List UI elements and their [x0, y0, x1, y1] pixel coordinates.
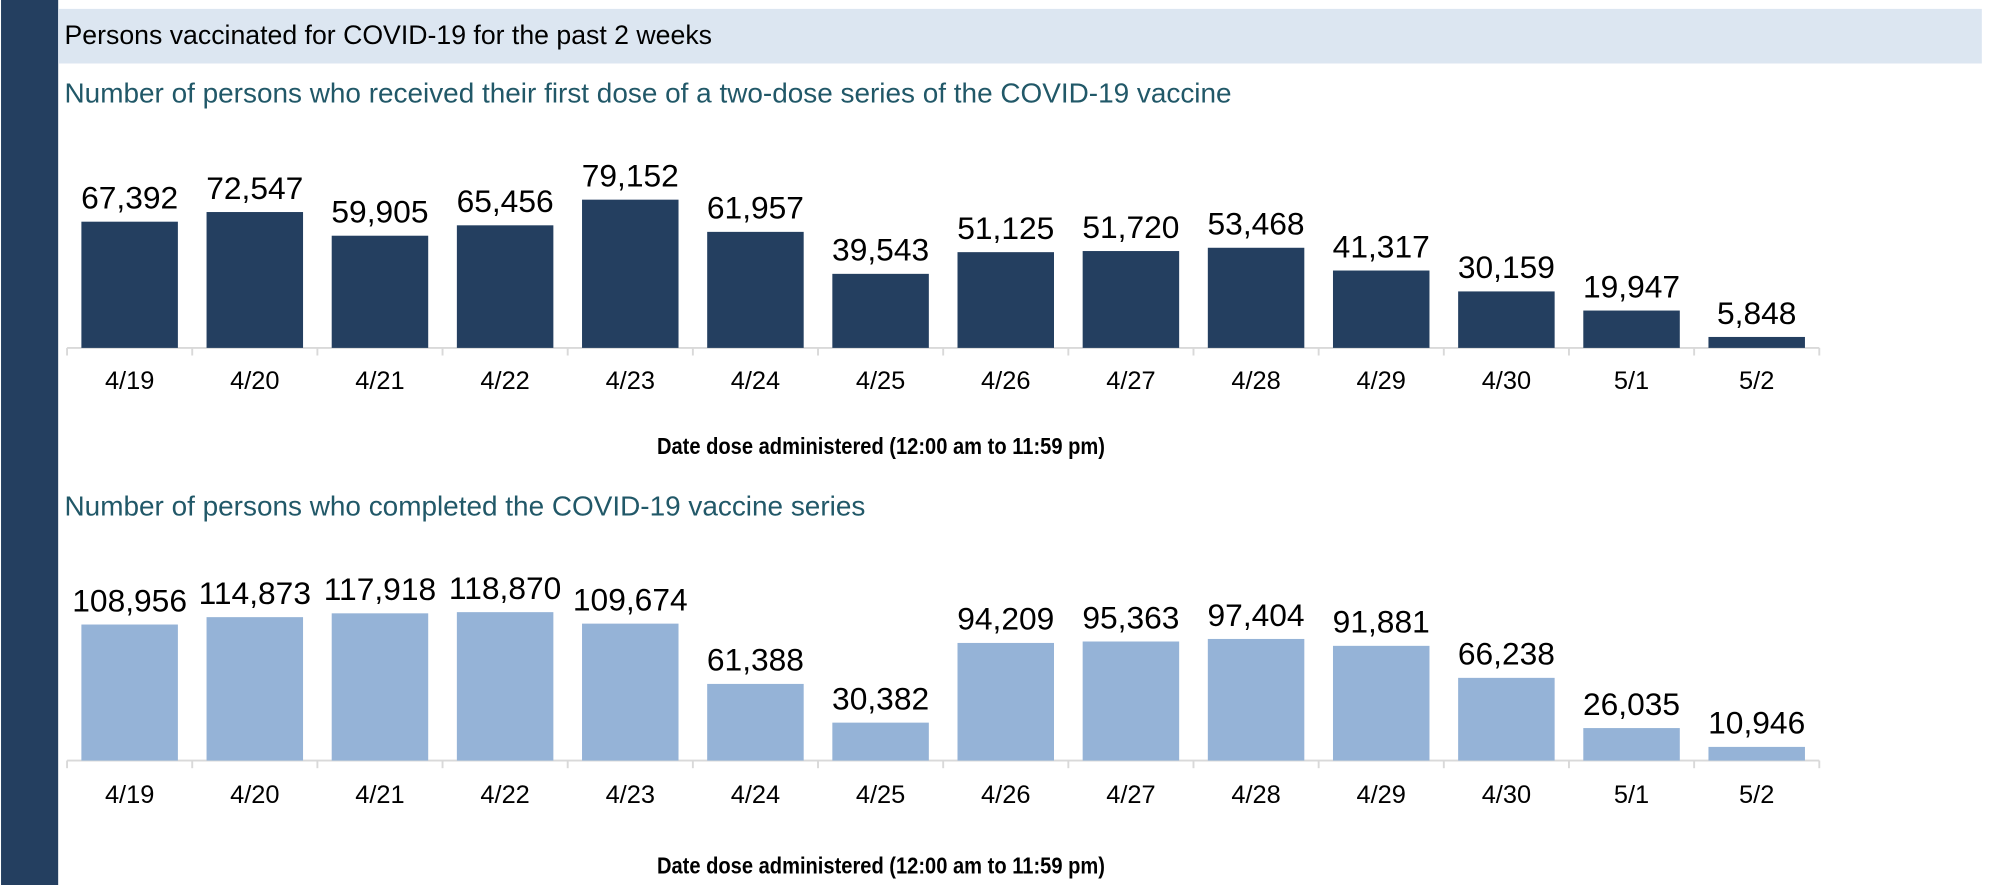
x-tick-label: 4/29 [1357, 781, 1406, 809]
data-label: 51,720 [1082, 209, 1179, 245]
bar [81, 221, 178, 348]
data-label: 51,125 [957, 210, 1054, 246]
x-tick-label: 4/19 [105, 781, 154, 809]
data-label: 19,947 [1583, 268, 1680, 304]
data-label: 114,873 [199, 575, 311, 611]
bar [832, 273, 929, 348]
x-tick-label: 4/24 [731, 367, 780, 395]
x-tick-label: 5/2 [1739, 367, 1774, 395]
bar [582, 199, 679, 348]
data-label: 59,905 [331, 194, 428, 230]
data-label: 118,870 [449, 570, 561, 606]
x-tick-label: 5/2 [1739, 781, 1774, 809]
x-tick-label: 4/22 [480, 781, 529, 809]
data-label: 26,035 [1583, 686, 1680, 722]
x-tick-label: 4/22 [480, 367, 529, 395]
bar [331, 235, 429, 348]
data-label: 79,152 [582, 157, 679, 193]
bar [1082, 251, 1180, 348]
data-label: 97,404 [1208, 597, 1305, 633]
x-tick-label: 4/23 [606, 781, 655, 809]
data-label: 95,363 [1082, 599, 1179, 635]
data-label: 10,946 [1708, 705, 1805, 741]
data-label: 72,547 [206, 170, 303, 206]
data-label: 53,468 [1208, 206, 1305, 242]
x-tick-label: 4/28 [1231, 781, 1280, 809]
bar [1082, 641, 1180, 761]
x-tick-label: 4/25 [856, 367, 905, 395]
chart-title: Number of persons who completed the COVI… [65, 490, 866, 521]
x-tick-label: 4/20 [230, 367, 279, 395]
x-tick-label: 4/29 [1357, 367, 1406, 395]
bar [582, 623, 679, 761]
bar [1332, 645, 1430, 761]
x-tick-label: 4/19 [105, 367, 154, 395]
header-title: Persons vaccinated for COVID-19 for the … [65, 20, 712, 50]
data-label: 5,848 [1717, 295, 1796, 331]
bar [707, 683, 804, 761]
bar [957, 642, 1055, 761]
bar [456, 225, 554, 348]
bar [1332, 270, 1430, 348]
bar [1458, 677, 1555, 761]
x-tick-label: 4/27 [1106, 367, 1155, 395]
bar [1583, 728, 1680, 761]
bar [1708, 336, 1805, 348]
bar [707, 231, 804, 348]
bar [957, 252, 1055, 348]
bar [456, 612, 554, 761]
side-strip [1, 0, 59, 885]
data-label: 94,209 [957, 601, 1054, 637]
x-tick-label: 4/20 [230, 781, 279, 809]
bar [1207, 247, 1305, 348]
x-tick-label: 4/28 [1231, 367, 1280, 395]
x-tick-label: 4/30 [1482, 781, 1531, 809]
data-label: 41,317 [1333, 228, 1430, 264]
x-tick-label: 4/24 [731, 781, 780, 809]
x-tick-label: 4/30 [1482, 367, 1531, 395]
x-tick-label: 4/25 [856, 781, 905, 809]
data-label: 109,674 [573, 581, 688, 617]
x-tick-label: 5/1 [1614, 367, 1649, 395]
data-label: 91,881 [1333, 604, 1430, 640]
data-label: 61,957 [707, 190, 804, 226]
bar [1458, 291, 1555, 348]
x-tick-label: 4/26 [981, 781, 1030, 809]
data-label: 30,382 [832, 680, 929, 716]
x-tick-label: 4/26 [981, 367, 1030, 395]
data-label: 67,392 [81, 179, 178, 215]
data-label: 30,159 [1458, 249, 1555, 285]
bar [331, 613, 429, 761]
bar [206, 617, 304, 761]
x-tick-label: 5/1 [1614, 781, 1649, 809]
chart-title: Number of persons who received their fir… [65, 78, 1232, 109]
header-bar [58, 8, 1982, 64]
data-label: 39,543 [832, 232, 929, 268]
x-tick-label: 4/21 [355, 781, 404, 809]
x-tick-label: 4/21 [355, 367, 404, 395]
bar [206, 212, 304, 348]
bar [1207, 638, 1305, 761]
x-tick-label: 4/23 [606, 367, 655, 395]
bar [1583, 310, 1680, 348]
data-label: 108,956 [72, 582, 187, 618]
data-label: 117,918 [324, 571, 436, 607]
data-label: 61,388 [707, 642, 804, 678]
x-axis-title: Date dose administered (12:00 am to 11:5… [657, 853, 1105, 878]
bar [1708, 746, 1805, 761]
bar [832, 722, 929, 761]
data-label: 65,456 [457, 183, 554, 219]
data-label: 66,238 [1458, 636, 1555, 672]
x-axis-title: Date dose administered (12:00 am to 11:5… [657, 434, 1105, 459]
x-tick-label: 4/27 [1106, 781, 1155, 809]
bar [81, 624, 178, 761]
